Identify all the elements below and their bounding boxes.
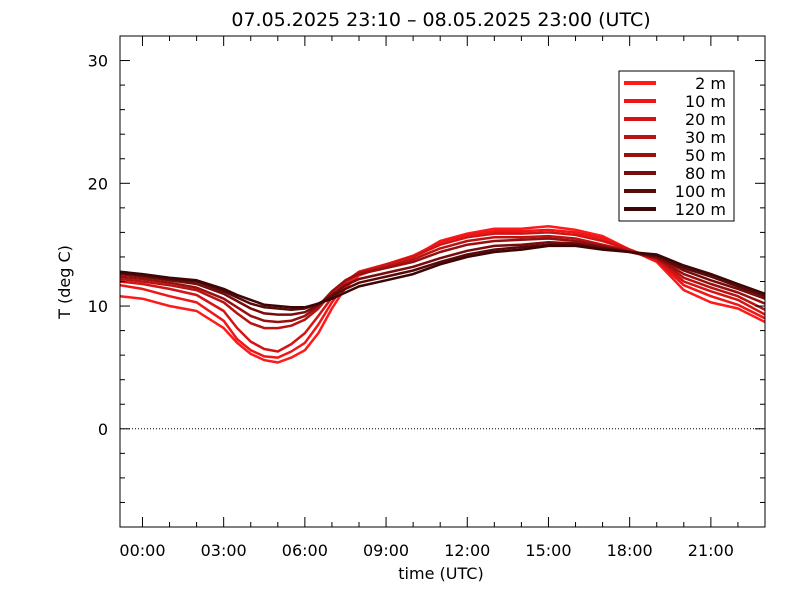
y-tick-label: 10 [88,297,108,316]
legend-box [618,70,735,222]
legend-label-1: 10 m [685,92,726,111]
y-tick-label: 0 [98,420,108,439]
legend-label-0: 2 m [695,74,726,93]
series-line-3 [119,234,766,330]
legend-label-4: 50 m [685,146,726,165]
x-tick-label: 18:00 [607,541,653,560]
x-tick-label: 03:00 [201,541,247,560]
plot-area: 00:00 03:00 06:00 09:00 12:00 15:00 18:00 21:00… [88,35,766,560]
x-tick-label: 12:00 [444,541,490,560]
series-line-4 [119,237,766,324]
x-tick-label: 00:00 [119,541,165,560]
x-tick-label: 15:00 [525,541,571,560]
x-tick-label: 09:00 [363,541,409,560]
y-tick-label: 30 [88,52,108,71]
x-axis-label: time (UTC) [398,564,483,583]
legend-label-5: 80 m [685,164,726,183]
legend-label-3: 30 m [685,128,726,147]
series-line-5 [119,240,766,316]
chart-title: 07.05.2025 23:10 – 08.05.2025 23:00 (UTC… [231,9,650,31]
legend-label-2: 20 m [685,110,726,129]
x-tick-label: 21:00 [688,541,734,560]
x-tick-label: 06:00 [282,541,328,560]
legend-label-6: 100 m [675,182,726,201]
legend-label-7: 120 m [675,200,726,219]
y-tick-label: 20 [88,174,108,193]
series-line-7 [119,244,766,309]
y-axis-label: T (deg C) [55,245,74,320]
